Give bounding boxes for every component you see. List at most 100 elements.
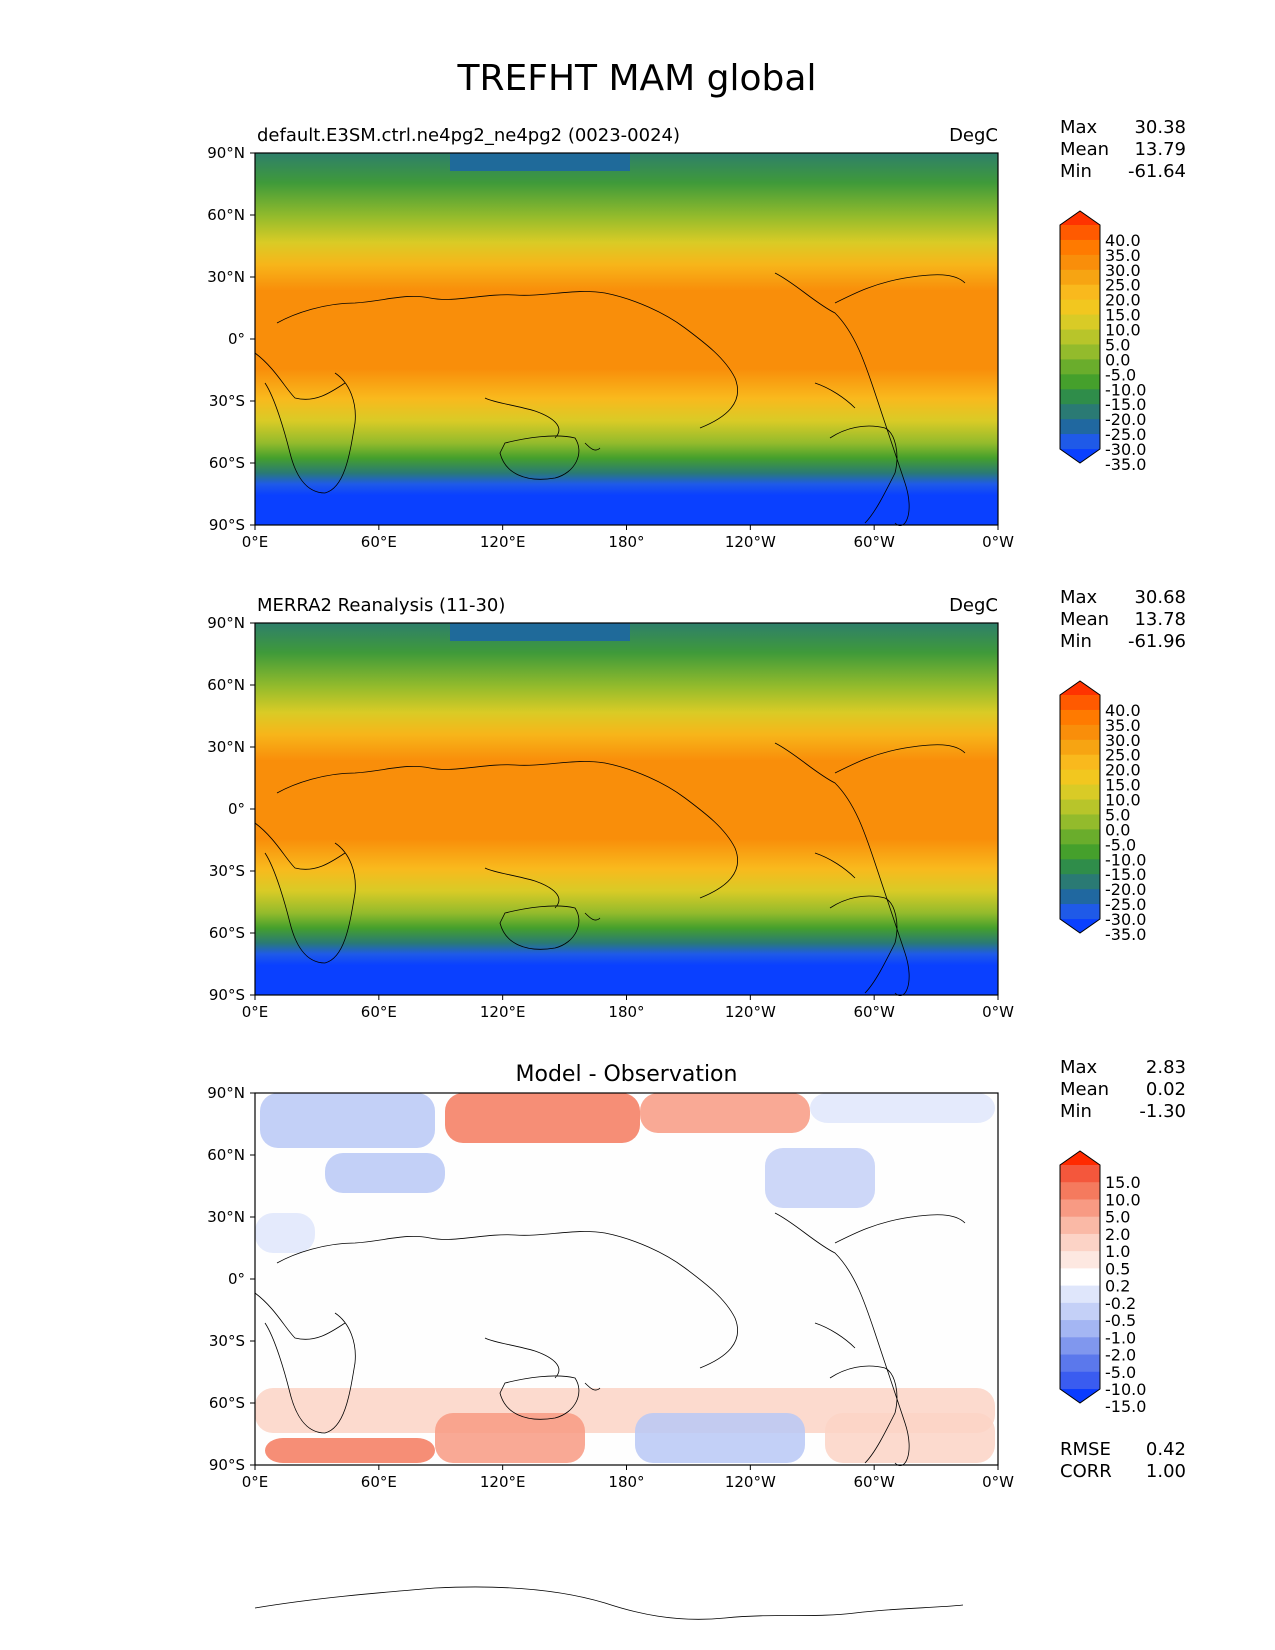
lon-tick-label: 60°E: [361, 1473, 397, 1491]
colorbar-tick-label: -5.0: [1105, 365, 1136, 384]
stat-label: Mean: [1060, 1079, 1109, 1100]
stat-label: Min: [1060, 631, 1092, 652]
colorbar-segment: [1060, 754, 1100, 771]
colorbar-tick-label: -30.0: [1105, 910, 1146, 929]
stat-label: Max: [1060, 1057, 1098, 1078]
colorbar-tick-label: -20.0: [1105, 410, 1146, 429]
colorbar-tick-label: -35.0: [1105, 925, 1146, 944]
lat-tick-label: 30°S: [209, 1332, 245, 1350]
lon-tick-label: 120°E: [480, 533, 526, 551]
lat-tick-label: 90°N: [207, 144, 245, 162]
colorbar-segment: [1060, 374, 1100, 390]
panel-units: DegC: [949, 125, 998, 146]
colorbar-segment: [1060, 314, 1100, 331]
lon-tick-label: 0°E: [242, 1003, 269, 1021]
stat-value: -61.64: [1128, 161, 1186, 182]
arctic-cold-region: [450, 623, 630, 641]
colorbar-extend-top: [1060, 1151, 1100, 1165]
colorbar-segment: [1060, 769, 1100, 786]
colorbar-segment: [1060, 1199, 1100, 1218]
temperature-field: [255, 153, 998, 525]
lat-tick-label: 90°N: [207, 614, 245, 632]
colorbar-tick-label: -15.0: [1105, 395, 1146, 414]
stat-value: 30.38: [1134, 117, 1186, 138]
colorbar: 40.035.030.025.020.015.010.05.00.0-5.0-1…: [1059, 680, 1146, 944]
figure-title: TREFHT MAM global: [457, 58, 817, 99]
colorbar-tick-label: -35.0: [1105, 455, 1146, 474]
colorbar-extend-bottom: [1060, 449, 1100, 463]
colorbar-outline: [1059, 680, 1101, 934]
colorbar-segment: [1060, 1216, 1100, 1235]
colorbar-tick-label: 15.0: [1105, 1173, 1141, 1192]
lon-tick-label: 60°E: [361, 1003, 397, 1021]
anomaly-region: [810, 1093, 995, 1123]
anomaly-region: [765, 1148, 875, 1208]
colorbar-segment: [1060, 1182, 1100, 1200]
colorbar-tick-label: 1.0: [1105, 1242, 1130, 1261]
colorbar-extend-bottom: [1060, 919, 1100, 933]
extra-stat-value: 1.00: [1146, 1461, 1186, 1482]
colorbar-segment: [1060, 1302, 1100, 1321]
extra-stat-value: 0.42: [1146, 1439, 1186, 1460]
stat-value: -61.96: [1128, 631, 1186, 652]
colorbar-segment: [1060, 724, 1100, 741]
colorbar-tick-label: 10.0: [1105, 321, 1141, 340]
map-model: [254, 153, 998, 680]
colorbar-tick-label: -10.0: [1105, 1380, 1146, 1399]
colorbar-segment: [1060, 344, 1100, 360]
colorbar-segment: [1060, 1371, 1100, 1390]
colorbar-segment: [1060, 254, 1100, 271]
anomaly-region: [435, 1413, 585, 1463]
colorbar-tick-label: 25.0: [1105, 746, 1141, 765]
arctic-cold-region: [450, 153, 630, 171]
stat-value: 30.68: [1134, 587, 1186, 608]
lat-tick-label: 30°N: [207, 738, 245, 756]
lon-tick-label: 120°E: [480, 1003, 526, 1021]
anomaly-region: [825, 1413, 995, 1463]
colorbar-segment: [1060, 299, 1100, 316]
colorbar-outline: [1059, 1150, 1101, 1404]
lat-tick-label: 30°N: [207, 1208, 245, 1226]
lat-tick-label: 30°S: [209, 392, 245, 410]
colorbar-tick-label: 30.0: [1105, 261, 1141, 280]
colorbar-tick-label: 5.0: [1105, 335, 1130, 354]
lon-tick-label: 60°W: [853, 1003, 895, 1021]
colorbar-tick-label: -10.0: [1105, 380, 1146, 399]
colorbar-segment: [1060, 1337, 1100, 1356]
colorbar-segment: [1060, 329, 1100, 345]
colorbar-segment: [1060, 1354, 1100, 1373]
colorbar-extend-top: [1060, 681, 1100, 695]
colorbar-tick-label: -20.0: [1105, 880, 1146, 899]
colorbar-segment: [1060, 1233, 1100, 1252]
colorbar-tick-label: 35.0: [1105, 716, 1141, 735]
colorbar-segment: [1060, 739, 1100, 756]
stat-value: 13.78: [1134, 609, 1186, 630]
lat-tick-label: 90°S: [209, 516, 245, 534]
lon-tick-label: 0°W: [982, 1003, 1014, 1021]
colorbar: 15.010.05.02.01.00.50.2-0.2-0.5-1.0-2.0-…: [1059, 1150, 1146, 1416]
extra-stat-label: CORR: [1060, 1461, 1112, 1482]
colorbar-extend-top: [1060, 211, 1100, 225]
lon-tick-label: 120°W: [725, 1473, 776, 1491]
colorbar-segment: [1060, 1285, 1100, 1304]
colorbar-tick-label: 0.2: [1105, 1277, 1130, 1296]
anomaly-region: [445, 1093, 640, 1143]
colorbar-outline: [1059, 210, 1101, 464]
colorbar-tick-label: 0.5: [1105, 1259, 1130, 1278]
anomaly-region: [640, 1093, 810, 1133]
colorbar-segment: [1060, 859, 1100, 875]
panel-diff: Model - Observation 90°N 60°N 30°N 0° 30°S 60°…: [207, 1057, 1186, 1620]
colorbar-segment: [1060, 269, 1100, 286]
stat-label: Max: [1060, 587, 1098, 608]
lat-tick-label: 0°: [228, 800, 245, 818]
colorbar-segment: [1060, 874, 1100, 890]
colorbar-segment: [1060, 1251, 1100, 1269]
colorbar-tick-label: 10.0: [1105, 791, 1141, 810]
colorbar-tick-label: 40.0: [1105, 701, 1141, 720]
lat-tick-label: 90°N: [207, 1084, 245, 1102]
colorbar-tick-label: -1.0: [1105, 1328, 1136, 1347]
colorbar-tick-label: 15.0: [1105, 306, 1141, 325]
lat-tick-label: 60°N: [207, 1146, 245, 1164]
lat-tick-label: 0°: [228, 330, 245, 348]
colorbar-segment: [1060, 784, 1100, 801]
